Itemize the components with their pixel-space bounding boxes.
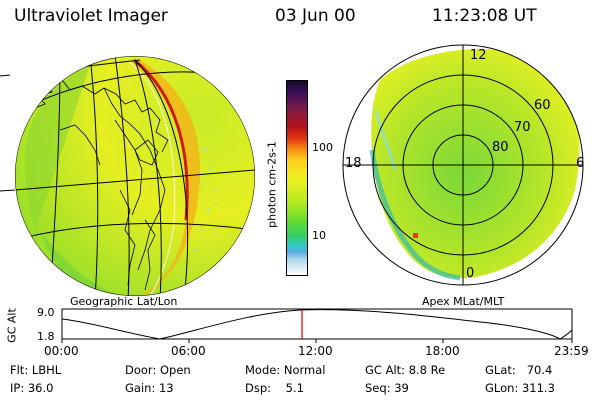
y-tick-min: 1.8 xyxy=(37,330,55,343)
mlt-label-0: 0 xyxy=(466,266,475,281)
door-info: Door: Open xyxy=(125,363,191,377)
filter-info: Flt: LBHL xyxy=(10,363,62,377)
colorbar-tick-100: 100 xyxy=(312,141,333,154)
ip-info: IP: 36.0 xyxy=(10,381,54,395)
seq-info: Seq: 39 xyxy=(365,381,409,395)
x-tick-1200: 12:00 xyxy=(298,344,333,358)
glat-info: GLat: 70.4 xyxy=(485,363,553,377)
lat-label-80: 80 xyxy=(492,140,509,155)
mlt-label-6: 6 xyxy=(576,156,585,171)
image-time: 11:23:08 UT xyxy=(432,6,537,26)
x-tick-0600: 06:00 xyxy=(171,344,206,358)
mlt-label-12: 12 xyxy=(470,48,487,63)
y-tick-max: 9.0 xyxy=(37,306,55,319)
x-tick-2359: 23:59 xyxy=(554,344,589,358)
apex-caption: Apex MLat/MLT xyxy=(422,295,505,308)
gc-alt-info: GC Alt: 8.8 Re xyxy=(365,363,446,377)
colorbar xyxy=(286,80,308,276)
x-tick-1800: 18:00 xyxy=(425,344,460,358)
glon-info: GLon: 311.3 xyxy=(485,381,555,395)
geographic-caption: Geographic Lat/Lon xyxy=(70,295,178,308)
apex-disk xyxy=(343,45,583,285)
dsp-info: Dsp: 5.1 xyxy=(245,381,304,395)
colorbar-tick-10: 10 xyxy=(312,229,326,242)
limb-speckle xyxy=(194,148,218,252)
mode-info: Mode: Normal xyxy=(245,363,326,377)
gain-info: Gain: 13 xyxy=(125,381,174,395)
mlt-grid xyxy=(342,44,584,286)
instrument-title: Ultraviolet Imager xyxy=(14,6,168,26)
x-tick-0000: 00:00 xyxy=(44,344,79,358)
mlt-label-18: 18 xyxy=(345,156,362,171)
lat-label-70: 70 xyxy=(514,120,531,135)
lat-label-60: 60 xyxy=(534,98,551,113)
earth-disk xyxy=(15,56,255,296)
image-date: 03 Jun 00 xyxy=(275,6,356,26)
